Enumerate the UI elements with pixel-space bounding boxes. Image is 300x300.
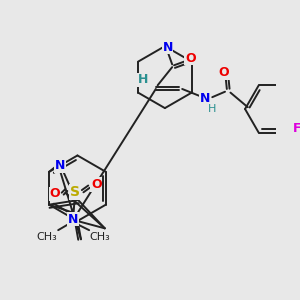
Text: H: H bbox=[208, 104, 216, 114]
Text: CH₃: CH₃ bbox=[90, 232, 110, 242]
Text: N: N bbox=[162, 40, 173, 54]
Text: N: N bbox=[68, 213, 78, 226]
Text: O: O bbox=[49, 187, 60, 200]
Text: H: H bbox=[138, 74, 148, 86]
Text: S: S bbox=[70, 185, 80, 199]
Text: CH₃: CH₃ bbox=[37, 232, 58, 242]
Text: O: O bbox=[185, 52, 196, 64]
Text: O: O bbox=[91, 178, 102, 191]
Text: O: O bbox=[219, 66, 230, 79]
Text: N: N bbox=[55, 159, 65, 172]
Text: F: F bbox=[293, 122, 300, 135]
Text: N: N bbox=[200, 92, 210, 105]
